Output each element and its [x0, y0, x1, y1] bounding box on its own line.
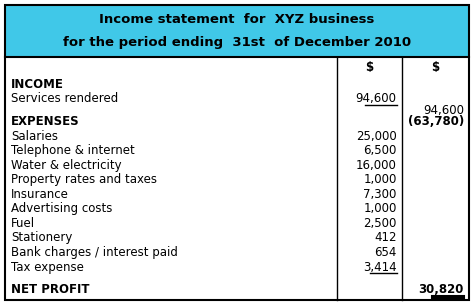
Text: EXPENSES: EXPENSES [11, 115, 80, 128]
Text: $: $ [365, 60, 374, 74]
Text: 16,000: 16,000 [356, 159, 397, 172]
Text: Property rates and taxes: Property rates and taxes [11, 173, 157, 186]
Text: Insurance: Insurance [11, 188, 69, 201]
Text: $: $ [431, 60, 439, 74]
Text: 25,000: 25,000 [356, 130, 397, 142]
Text: 3,414: 3,414 [363, 261, 397, 274]
Text: Advertising costs: Advertising costs [11, 202, 112, 215]
Text: Services rendered: Services rendered [11, 92, 118, 105]
Text: Water & electricity: Water & electricity [11, 159, 122, 172]
Text: Stationery: Stationery [11, 231, 73, 245]
Text: for the period ending  31st  of December 2010: for the period ending 31st of December 2… [63, 37, 411, 49]
Text: (63,780): (63,780) [408, 115, 464, 128]
Text: 2,500: 2,500 [364, 217, 397, 230]
Text: Fuel: Fuel [11, 217, 35, 230]
Text: 412: 412 [374, 231, 397, 245]
Text: 30,820: 30,820 [419, 283, 464, 296]
Text: 1,000: 1,000 [364, 173, 397, 186]
Text: 654: 654 [374, 246, 397, 259]
Text: Salaries: Salaries [11, 130, 58, 142]
Text: Telephone & internet: Telephone & internet [11, 144, 135, 157]
Text: INCOME: INCOME [11, 78, 64, 91]
Text: 1,000: 1,000 [364, 202, 397, 215]
Text: Tax expense: Tax expense [11, 261, 84, 274]
Text: 7,300: 7,300 [364, 188, 397, 201]
Text: 6,500: 6,500 [364, 144, 397, 157]
Text: 94,600: 94,600 [356, 92, 397, 105]
Text: Income statement  for  XYZ business: Income statement for XYZ business [100, 13, 374, 26]
Bar [5, 5, 469, 57]
Text: 94,600: 94,600 [423, 104, 464, 117]
Text: Bank charges / interest paid: Bank charges / interest paid [11, 246, 178, 259]
Text: NET PROFIT: NET PROFIT [11, 283, 90, 296]
